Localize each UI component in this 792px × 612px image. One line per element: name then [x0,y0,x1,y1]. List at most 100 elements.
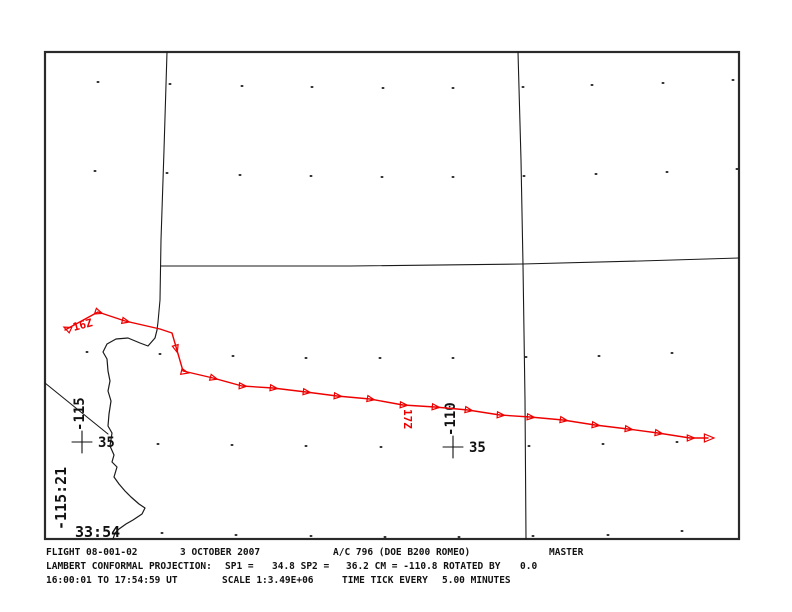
grid-dot [380,176,384,178]
grid-dot [160,532,164,534]
grid-dot [524,356,528,358]
time-tick [179,367,190,376]
grid-dot [304,357,308,359]
time-tick [302,387,313,396]
tick-label: TIME TICK EVERY [342,575,428,586]
grid-dot [606,534,610,536]
time-tick [366,394,376,403]
time-tick [93,307,104,315]
grid-dot [522,175,526,177]
grid-dot [165,172,169,174]
grid-dot [240,85,244,87]
flight-track [64,311,709,439]
flight-number: FLIGHT 08-001-02 [46,547,138,558]
time-tick [464,405,474,414]
time-tick [431,402,442,411]
time-tick [654,428,664,437]
grid-dot [304,445,308,447]
grid-dot [521,86,525,88]
footer-line-3: 16:00:01 TO 17:54:59 UT SCALE 1:3.49E+06 T… [0,575,792,587]
time-tick [399,400,410,409]
grid-dot [309,175,313,177]
time-tick [591,420,602,429]
time-range: 16:00:01 TO 17:54:59 UT [46,575,178,586]
grid-dot [661,82,665,84]
grid-dot [96,81,100,83]
tick-interval: 5.00 MINUTES [442,575,511,586]
grid-dot [735,168,739,170]
grid-dot [680,530,684,532]
longitude-label: -110 [443,402,459,436]
grid-dot [670,352,674,354]
grid-dot [451,87,455,89]
footer-line-2: LAMBERT CONFORMAL PROJECTION: SP1 = 34.8 S… [0,561,792,573]
grid-dot [238,174,242,176]
grid-dot [309,535,313,537]
grid-dot [457,536,461,538]
flight-date: 3 OCTOBER 2007 [180,547,261,558]
time-tick [238,381,249,390]
grid-dot [675,441,679,443]
time-tick [171,343,179,354]
grid-dot [86,530,90,532]
corner-latitude-label: 33:54 [75,523,120,541]
grid-dot [597,355,601,357]
river-border [102,329,158,540]
grid-dot [158,353,162,355]
grid-dot [230,444,234,446]
grid-dot [379,446,383,448]
grid-dot [383,536,387,538]
hour-label: 17Z [401,409,414,429]
grid-dot [594,173,598,175]
time-tick [120,316,131,325]
footer-line-1: FLIGHT 08-001-02 3 OCTOBER 2007 A/C 796 (D… [0,547,792,559]
time-tick [526,412,537,421]
grid-dot [731,79,735,81]
latitude-label: 35 [469,440,486,456]
time-tick [496,410,507,419]
grid-dot [168,83,172,85]
grid-dot [527,445,531,447]
state-border-west [156,51,168,331]
grid-dot [231,355,235,357]
time-tick [559,415,569,424]
time-tick [333,391,344,400]
grid-dot [531,535,535,537]
sp1-label: SP1 = [225,561,254,572]
track-start-arrow [62,326,73,334]
aircraft-id: A/C 796 (DOE B200 ROMEO) [333,547,471,558]
grid-dot [93,170,97,172]
grid-dot [601,443,605,445]
grid-dot [310,86,314,88]
sp1-sp2-values: 34.8 SP2 = [272,561,330,572]
grid-dot [451,357,455,359]
time-tick [208,373,219,381]
master-label: MASTER [549,547,584,558]
scale-label: SCALE 1:3.49E+06 [222,575,314,586]
time-tick [269,383,280,392]
state-border-east [517,51,527,540]
state-border-north [160,257,740,267]
grid-dot [156,443,160,445]
grid-dot [665,171,669,173]
grid-dot [378,357,382,359]
grid-dot [590,84,594,86]
grid-dot [451,176,455,178]
track-end-arrow [703,433,716,443]
corner-longitude-label: -115:21 [52,467,70,530]
diagonal-state-border [44,382,109,435]
rotation-value: 0.0 [520,561,538,572]
grid-dot [85,351,89,353]
sp2-cm-values: 36.2 CM = -110.8 ROTATED BY [346,561,501,572]
hour-label: 16Z [71,316,94,334]
time-tick [686,434,697,442]
longitude-label: -115 [72,397,88,431]
latitude-label: 35 [98,435,115,451]
grid-dot [234,534,238,536]
map-frame [43,50,741,541]
projection-label: LAMBERT CONFORMAL PROJECTION: [46,561,212,572]
time-tick [624,424,635,433]
grid-dot [381,87,385,89]
